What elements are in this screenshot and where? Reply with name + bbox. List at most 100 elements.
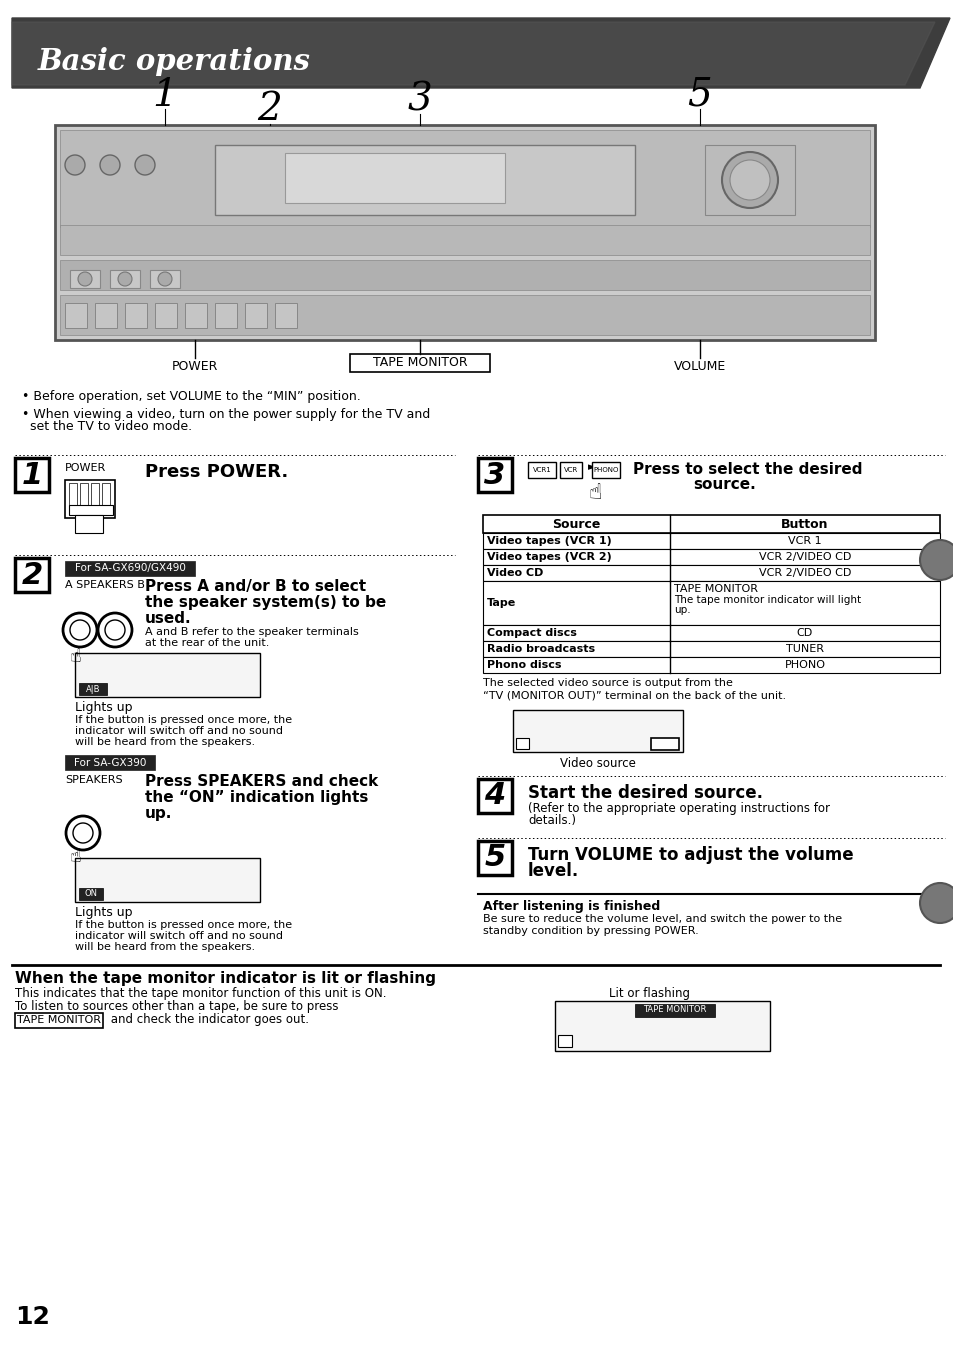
Text: FM: FM [79,673,90,683]
Text: up.: up. [145,805,172,822]
Text: STEREO: STEREO [558,1012,587,1021]
Text: Video tapes (VCR 1): Video tapes (VCR 1) [486,536,611,546]
Text: PHONO: PHONO [783,660,824,670]
Circle shape [73,823,92,843]
Bar [110,270,140,287]
Circle shape [65,155,85,175]
Text: VCR1: VCR1 [532,467,551,473]
Text: and check the indicator goes out.: and check the indicator goes out. [107,1013,309,1027]
Bar [482,549,939,565]
Bar [513,710,682,751]
Text: O: O [518,738,524,747]
Text: QUARTZ LOCK: QUARTZ LOCK [516,714,564,719]
Text: ►: ► [587,461,596,472]
Text: Radio broadcasts: Radio broadcasts [486,643,595,654]
Bar [70,270,100,287]
Bar [15,558,49,592]
Text: ☝: ☝ [587,483,601,503]
Circle shape [118,272,132,286]
Text: TAPE MONITOR: TAPE MONITOR [642,1005,706,1014]
Circle shape [105,621,125,639]
Bar [214,144,635,214]
Bar [65,480,115,518]
Text: Video source: Video source [559,757,636,770]
Circle shape [98,612,132,648]
Bar [55,125,874,340]
Text: MHz: MHz [205,681,219,687]
Text: details.): details.) [527,813,576,827]
Text: A and B refer to the speaker terminals: A and B refer to the speaker terminals [145,627,358,637]
Text: ON: ON [85,889,97,898]
Bar [214,304,236,328]
Text: set the TV to video mode.: set the TV to video mode. [30,420,192,433]
Circle shape [70,621,90,639]
Bar [80,483,88,509]
Text: FM: FM [79,878,90,888]
Bar [482,515,939,533]
Circle shape [158,272,172,286]
Text: Phono discs: Phono discs [486,660,561,670]
Text: the “ON” indication lights: the “ON” indication lights [145,791,368,805]
Text: PHONO: PHONO [593,467,618,473]
Text: 3: 3 [407,81,432,119]
Text: used.: used. [145,611,192,626]
Bar [65,755,154,770]
Bar [477,778,512,813]
Text: ☝: ☝ [70,847,82,866]
Text: Be sure to reduce the volume level, and switch the power to the: Be sure to reduce the volume level, and … [482,915,841,924]
Circle shape [729,161,769,200]
Text: For SA-GX390: For SA-GX390 [73,758,146,768]
Text: 3: 3 [484,460,505,490]
Bar [102,483,110,509]
Text: Source: Source [552,518,600,530]
Circle shape [78,272,91,286]
Bar [516,738,529,749]
Text: 1: 1 [21,460,43,490]
Text: FM: FM [558,1020,568,1029]
Text: Lights up: Lights up [75,701,132,714]
Bar [350,353,490,372]
Text: source.: source. [692,478,755,492]
Text: (Refer to the appropriate operating instructions for: (Refer to the appropriate operating inst… [527,803,829,815]
Text: TAPE MONITOR: TAPE MONITOR [373,356,467,370]
Circle shape [919,884,953,923]
Bar [95,304,117,328]
Text: After listening is finished: After listening is finished [482,900,659,913]
Text: 5: 5 [484,843,505,873]
Text: Compact discs: Compact discs [486,629,577,638]
Bar [559,461,581,478]
Text: 88. 10: 88. 10 [120,874,200,894]
Text: 88. 10: 88. 10 [120,669,200,689]
Text: at the rear of the unit.: at the rear of the unit. [145,638,269,648]
Text: MHz: MHz [627,734,640,739]
Text: 4: 4 [484,781,505,811]
Bar [79,888,103,900]
Text: If the button is pressed once more, the: If the button is pressed once more, the [75,920,292,929]
Text: 2: 2 [257,92,282,128]
Circle shape [100,155,120,175]
Text: QUARTZ LOCK: QUARTZ LOCK [79,657,132,666]
Text: VCR 2/VIDEO CD: VCR 2/VIDEO CD [758,552,850,563]
Bar [635,1004,714,1017]
Text: For SA-GX690/GX490: For SA-GX690/GX490 [74,564,185,573]
Text: VCR2: VCR2 [224,685,245,693]
Circle shape [721,152,778,208]
Text: POWER: POWER [65,463,106,473]
Bar [60,295,869,335]
Circle shape [919,540,953,580]
Bar [592,461,619,478]
Bar [75,653,260,697]
Text: CD: CD [796,629,812,638]
Bar [482,581,939,625]
Text: will be heard from the speakers.: will be heard from the speakers. [75,737,254,747]
Bar [75,858,260,902]
Text: To listen to sources other than a tape, be sure to press: To listen to sources other than a tape, … [15,1000,338,1013]
Text: MHz: MHz [684,1027,698,1032]
Circle shape [63,612,97,648]
Bar [477,840,512,876]
Text: QUARTZ LOCK: QUARTZ LOCK [79,862,132,871]
Text: STEREO: STEREO [79,665,109,674]
Bar [185,304,207,328]
Bar [482,657,939,673]
Bar [150,270,180,287]
